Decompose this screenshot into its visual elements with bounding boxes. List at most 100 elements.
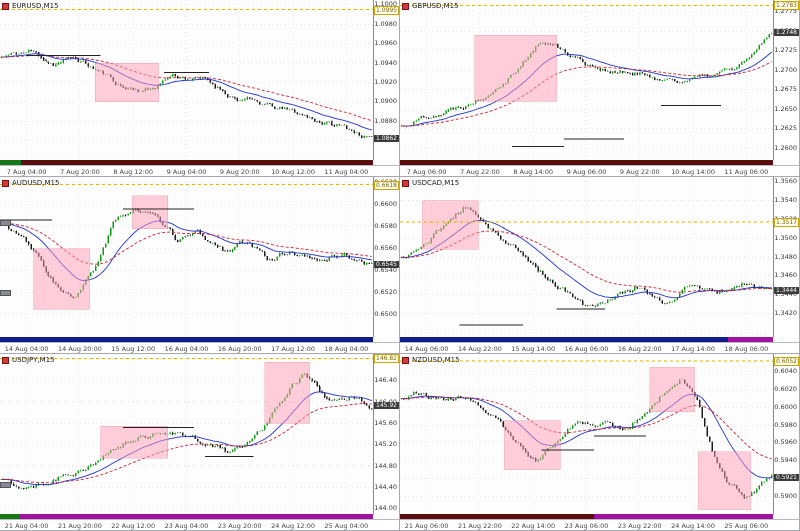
candle-body <box>420 116 422 119</box>
time-axis-label: 17 Aug 14:00 <box>671 345 715 353</box>
object-price-tag[interactable] <box>0 481 11 488</box>
time-axis[interactable]: 7 Aug 04:00 7 Aug 20:00 8 Aug 12:00 9 Aug 0… <box>0 165 399 176</box>
price-tick-label: 1.1000 <box>374 0 397 9</box>
time-axis[interactable]: 14 Aug 04:00 14 Aug 20:00 15 Aug 12:00 16 A… <box>0 342 399 353</box>
candle-body <box>701 407 703 418</box>
object-price-tag[interactable] <box>0 289 11 296</box>
price-tick-label: 1.3500 <box>774 233 797 242</box>
time-axis[interactable]: 7 Aug 06:00 7 Aug 22:00 8 Aug 14:00 9 Aug 0… <box>400 165 799 176</box>
candle-body <box>425 392 427 397</box>
candle-body <box>450 107 452 110</box>
candle-body <box>353 130 356 134</box>
price-chart[interactable] <box>0 354 373 514</box>
candle-body <box>55 479 57 481</box>
candle-body <box>249 441 251 443</box>
candle-body <box>269 258 271 260</box>
candle-body <box>361 259 363 262</box>
candle-body <box>201 233 204 236</box>
candle-body <box>254 246 256 248</box>
candle-body <box>703 74 706 76</box>
candle-body <box>336 124 338 126</box>
candle-body <box>47 61 50 64</box>
candle-body <box>502 421 504 428</box>
candle-body <box>288 251 291 255</box>
candle-body <box>527 256 529 261</box>
price-scale[interactable]: 1.08601.08801.09001.09201.09401.09601.09… <box>373 0 399 160</box>
candle-body <box>363 136 366 139</box>
candle-body <box>318 386 321 392</box>
candle-body <box>586 422 589 424</box>
price-tick-label: 1.0960 <box>374 39 397 48</box>
candle-body <box>756 489 758 493</box>
object-price-tag[interactable] <box>0 220 11 227</box>
candle-body <box>368 136 371 138</box>
yellow-price-tag: 0.6618 <box>374 180 399 190</box>
price-tick-label: 144.80 <box>374 461 397 470</box>
candle-body <box>65 474 67 475</box>
candle-body <box>763 39 766 44</box>
price-scale[interactable]: 1.2600 1.2625 1.2650 1.2675 1.2700 1.2725 1.27… <box>773 0 799 160</box>
indicator-segment <box>400 337 729 342</box>
price-tick-label: 1.2675 <box>774 85 797 94</box>
candle-body <box>186 234 189 237</box>
price-scale[interactable]: 144.00 144.40 144.80 145.20 145.60 146.00 146.… <box>373 354 399 514</box>
price-chart[interactable] <box>400 354 773 514</box>
candle-body <box>606 71 609 72</box>
candle-body <box>196 438 199 442</box>
candle-body <box>338 398 341 400</box>
price-chart[interactable] <box>0 177 373 337</box>
price-tick-label: 1.3480 <box>774 252 797 261</box>
time-axis-label: 23 Aug 20:00 <box>217 522 262 530</box>
candle-body <box>80 61 82 63</box>
candle-body <box>12 52 15 54</box>
candle-body <box>182 432 184 436</box>
candle-body <box>211 82 214 85</box>
candle-body <box>296 112 298 115</box>
time-axis-label: 22 Aug 12:00 <box>111 522 156 530</box>
price-chart[interactable] <box>400 177 773 337</box>
candle-body <box>450 397 452 400</box>
candle-body <box>686 286 688 288</box>
candle-body <box>25 237 27 242</box>
price-tick-label: 0.6020 <box>774 385 797 394</box>
candle-body <box>169 76 172 78</box>
yellow-price-tag: 1.3517 <box>774 218 799 228</box>
price-tick-label: 1.0940 <box>374 58 397 67</box>
candle-body <box>311 257 313 259</box>
candle-body <box>688 285 691 287</box>
candle-body <box>104 243 107 248</box>
candle-body <box>766 288 768 289</box>
price-scale[interactable]: 0.59000.59200.59400.59600.59800.60000.60… <box>773 354 799 514</box>
candle-body <box>229 96 231 98</box>
time-axis[interactable]: 21 Aug 04:00 21 Aug 20:00 22 Aug 12:00 23 A… <box>0 519 399 530</box>
candle-body <box>5 55 7 57</box>
candle-body <box>361 135 363 139</box>
price-chart[interactable] <box>0 0 373 160</box>
price-scale[interactable]: 1.34201.34401.34601.34801.35001.35201.35… <box>773 177 799 337</box>
price-tick-label: 0.6540 <box>374 266 397 275</box>
candle-body <box>624 290 626 293</box>
candle-body <box>698 399 701 408</box>
candle-body <box>671 78 674 80</box>
candle-body <box>599 424 601 427</box>
candle-body <box>599 302 601 304</box>
candle-body <box>509 244 512 245</box>
candle-body <box>703 417 706 427</box>
candle-body <box>261 250 264 252</box>
candle-body <box>323 392 326 397</box>
candle-body <box>572 56 574 58</box>
candle-body <box>199 229 201 234</box>
candle-body <box>303 114 306 116</box>
candle-body <box>731 68 733 70</box>
highlight-zone <box>698 451 751 510</box>
candle-body <box>596 67 599 69</box>
candle-body <box>194 435 196 439</box>
time-axis[interactable]: 14 Aug 06:00 14 Aug 22:00 15 Aug 14:00 16 A… <box>400 342 799 353</box>
price-chart[interactable] <box>400 0 773 160</box>
time-axis[interactable]: 21 Aug 06:00 21 Aug 22:00 22 Aug 14:00 23 A… <box>400 519 799 530</box>
candle-body <box>117 216 119 220</box>
price-scale[interactable]: 0.6500 0.6520 0.6540 0.6560 0.6580 0.6600 0.66… <box>373 177 399 337</box>
candle-body <box>758 485 761 490</box>
candle-body <box>579 299 582 301</box>
